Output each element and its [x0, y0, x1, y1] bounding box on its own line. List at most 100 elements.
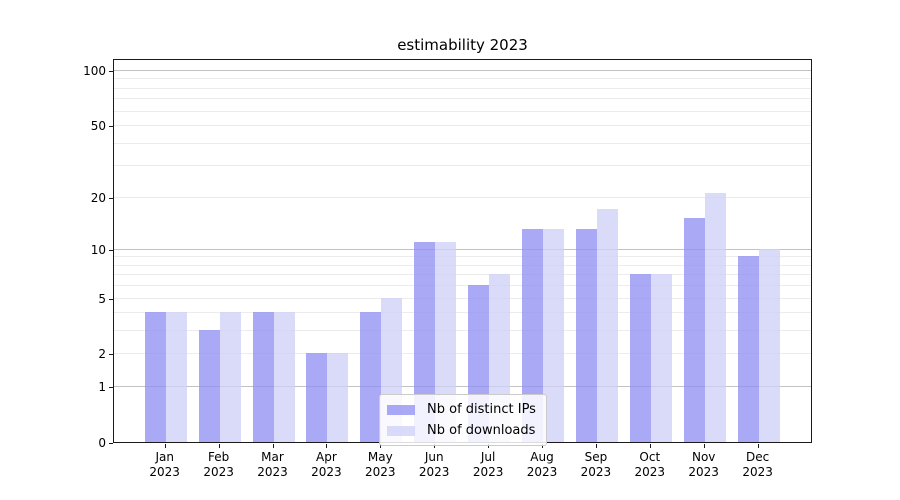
x-tick-month: Mar [261, 450, 284, 464]
x-tick-month: Jun [424, 450, 444, 464]
gridline-minor [114, 98, 811, 100]
y-tick-label: 50 [90, 118, 106, 133]
bar-jan-s1 [165, 312, 187, 442]
y-tick-label: 20 [90, 190, 106, 205]
x-tick-label: Feb 2023 [191, 450, 247, 480]
bar-may-s0 [360, 312, 382, 442]
bar-aug-s0 [522, 229, 543, 442]
x-tick-mark [649, 444, 651, 448]
bar-oct-s0 [629, 274, 651, 442]
bar-nov-s1 [704, 192, 726, 442]
y-tick-mark [109, 354, 113, 356]
x-tick-year: 2023 [203, 465, 234, 479]
bar-apr-s0 [306, 353, 328, 442]
x-tick-label: Nov 2023 [676, 450, 732, 480]
x-tick-mark [380, 444, 382, 448]
x-tick-month: Aug [530, 450, 554, 464]
x-tick-label: Apr 2023 [298, 450, 354, 480]
y-tick-label: 10 [90, 242, 106, 257]
y-tick-label: 100 [83, 63, 106, 78]
gridline-minor [114, 142, 811, 144]
x-tick-label: Sep 2023 [568, 450, 624, 480]
x-tick-label: Oct 2023 [622, 450, 678, 480]
grid-layer [114, 60, 811, 442]
x-tick-year: 2023 [526, 465, 558, 479]
y-tick-mark [109, 249, 113, 251]
x-tick-label: Aug 2023 [514, 450, 570, 480]
gridline-minor [114, 353, 811, 355]
x-tick-year: 2023 [311, 465, 342, 479]
bar-feb-s1 [219, 312, 241, 442]
x-tick-mark [757, 444, 759, 448]
x-tick-month: May [367, 450, 393, 464]
x-tick-year: 2023 [472, 465, 504, 479]
bar-jun-s0 [414, 241, 436, 442]
x-tick-mark [595, 444, 597, 448]
x-tick-label: Jul 2023 [460, 450, 516, 480]
y-tick-mark [109, 387, 113, 389]
y-tick-label: 5 [98, 291, 106, 306]
bar-nov-s0 [683, 218, 705, 442]
y-tick-mark [109, 125, 113, 127]
x-tick-month: Dec [745, 450, 770, 464]
x-tick-year: 2023 [742, 465, 773, 479]
x-tick-month: Jul [480, 450, 496, 464]
x-tick-month: Oct [639, 450, 661, 464]
x-tick-mark [488, 444, 490, 448]
x-tick-year: 2023 [418, 465, 450, 479]
gridline-major [114, 386, 811, 388]
y-tick-mark [109, 197, 113, 199]
legend-label-downloads: Nb of downloads [427, 423, 536, 438]
x-tick-year: 2023 [688, 465, 719, 479]
gridline-major [114, 248, 811, 250]
y-tick-mark [109, 70, 113, 72]
x-tick-mark [326, 444, 328, 448]
legend-entry: Nb of downloads [387, 423, 536, 438]
gridline-minor [114, 110, 811, 112]
y-tick-mark [109, 298, 113, 300]
gridline-minor [114, 274, 811, 276]
bar-layer [114, 60, 811, 442]
gridline-minor [114, 78, 811, 80]
bar-sep-s0 [575, 229, 597, 442]
gridline-minor [114, 264, 811, 266]
x-tick-month: Apr [316, 450, 337, 464]
x-tick-year: 2023 [257, 465, 288, 479]
bar-dec-s1 [758, 248, 780, 442]
gridline-minor [114, 196, 811, 198]
bar-jun-s1 [435, 241, 457, 442]
gridline-major [114, 69, 811, 71]
y-tick-mark [109, 443, 113, 444]
x-tick-month: Nov [691, 450, 716, 464]
x-tick-mark [164, 444, 166, 448]
x-tick-label: Jun 2023 [406, 450, 462, 480]
bar-aug-s1 [543, 229, 564, 442]
chart-title: estimability 2023 [397, 36, 528, 54]
x-tick-mark [703, 444, 705, 448]
gridline-minor [114, 124, 811, 126]
plot-area: Nb of distinct IPs Nb of downloads [113, 59, 812, 446]
gridline-minor [114, 256, 811, 258]
y-tick-label: 2 [98, 347, 106, 362]
bar-mar-s1 [273, 312, 295, 442]
x-tick-year: 2023 [365, 465, 396, 479]
x-tick-year: 2023 [580, 465, 612, 479]
legend-entry: Nb of distinct IPs [387, 402, 536, 417]
gridline-minor [114, 297, 811, 299]
x-tick-label: Dec 2023 [730, 450, 786, 480]
x-tick-mark [542, 444, 543, 448]
x-tick-mark [218, 444, 220, 448]
x-tick-year: 2023 [149, 465, 180, 479]
legend-label-distinct-ips: Nb of distinct IPs [427, 402, 536, 417]
x-tick-mark [272, 444, 274, 448]
x-tick-month: Feb [207, 450, 230, 464]
x-tick-month: Jan [155, 450, 174, 464]
x-tick-year: 2023 [634, 465, 666, 479]
gridline-minor [114, 330, 811, 332]
legend-swatch-distinct-ips [387, 404, 415, 415]
bar-feb-s0 [198, 330, 220, 442]
x-tick-label: Mar 2023 [245, 450, 301, 480]
bar-oct-s1 [650, 274, 672, 442]
bar-sep-s1 [596, 208, 618, 442]
